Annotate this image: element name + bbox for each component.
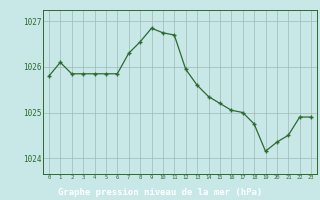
Text: Graphe pression niveau de la mer (hPa): Graphe pression niveau de la mer (hPa) bbox=[58, 188, 262, 197]
